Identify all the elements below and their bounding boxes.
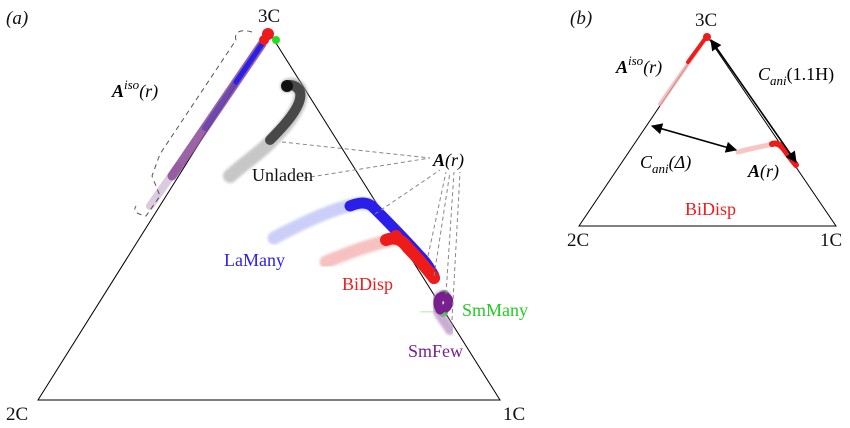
panel-a: (a) 3C 2C 1C — [6, 6, 528, 425]
aiso-bracket — [134, 30, 253, 217]
panel-a-tag: (a) — [6, 8, 28, 29]
vertex-3c-a: 3C — [258, 6, 280, 27]
cani-h-label: Cani(1.1H) — [758, 64, 834, 88]
vertex-1c-b: 1C — [820, 230, 842, 251]
smfew-trajectory — [430, 290, 455, 335]
lamany-label: LaMany — [224, 250, 285, 270]
lamany-trajectory — [267, 196, 440, 282]
panel-b: (b) 3C 2C 1C Aiso(r) Cani(1.1H) Cani(Δ) — [567, 8, 842, 251]
bidisp-trajectory-a — [319, 230, 440, 284]
a-r-label-b: A(r) — [747, 161, 779, 182]
vertex-2c-b: 2C — [567, 230, 589, 251]
aiso-label-b: Aiso(r) — [615, 53, 662, 78]
smfew-label: SmFew — [408, 341, 463, 361]
bidisp-label-a: BiDisp — [342, 274, 393, 294]
vertex-1c-a: 1C — [503, 404, 525, 425]
unladen-label: Unladen — [252, 165, 313, 185]
cani-delta-arrow — [650, 123, 738, 153]
aiso-trajectory-a — [146, 28, 280, 210]
cani-h-arrow — [710, 39, 797, 163]
cani-delta-label: Cani(Δ) — [640, 152, 691, 176]
a-r-connectors — [281, 141, 461, 321]
vertex-3c-b: 3C — [695, 10, 717, 31]
panel-b-tag: (b) — [570, 8, 592, 29]
smmany-label: SmMany — [462, 300, 528, 320]
bidisp-label-b: BiDisp — [685, 199, 736, 219]
unladen-trajectory — [223, 77, 308, 183]
a-r-label-a: A(r) — [432, 150, 464, 171]
vertex-2c-a: 2C — [6, 404, 28, 425]
aiso-label-a: Aiso(r) — [111, 77, 158, 102]
aiso-trajectory-b — [658, 33, 711, 106]
